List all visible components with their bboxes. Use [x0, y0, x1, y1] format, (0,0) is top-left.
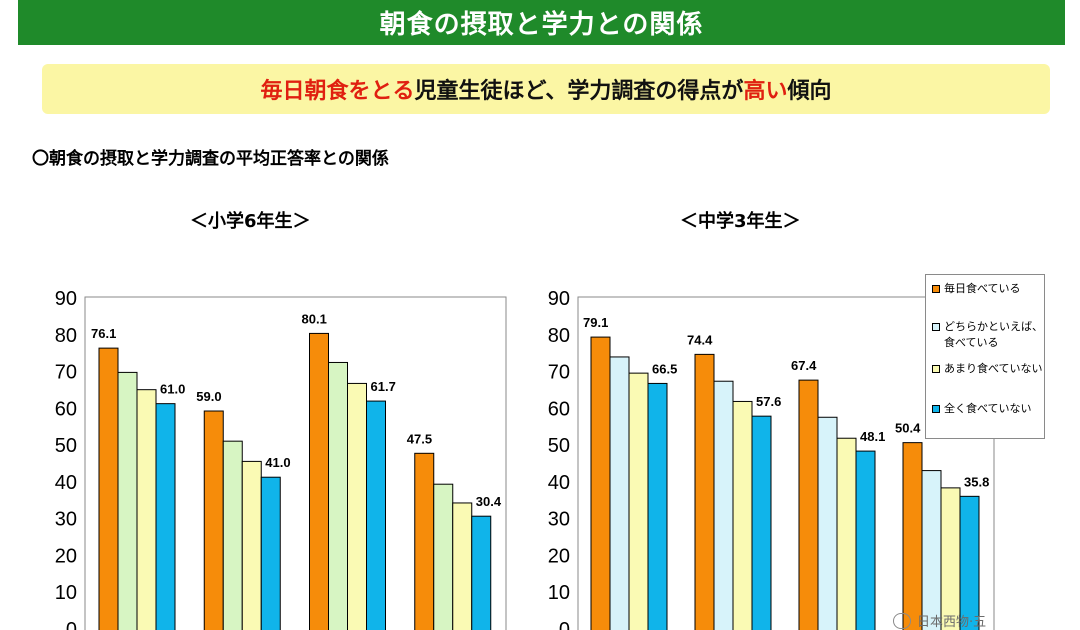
bar: [628, 372, 649, 630]
section-heading: 〇朝食の摂取と学力調査の平均正答率との関係: [32, 149, 389, 169]
banner-text-end: 傾向: [787, 79, 832, 104]
legend-swatch-never: [932, 405, 940, 413]
y-tick-label: 20: [55, 545, 77, 567]
data-label: 47.5: [407, 431, 432, 446]
y-tick-label: 40: [548, 472, 570, 494]
y-tick-label: 40: [55, 472, 77, 494]
y-tick-label: 80: [548, 325, 570, 347]
bar: [713, 380, 734, 630]
summary-banner: 毎日朝食をとる 児童生徒ほど、学力調査の得点が 高い 傾向: [42, 64, 1050, 114]
page-title: 朝食の摂取と学力との関係: [18, 0, 1065, 45]
y-tick-label: 60: [55, 398, 77, 420]
data-label: 41.0: [265, 455, 290, 470]
bar: [855, 450, 876, 630]
data-label: 76.1: [91, 326, 116, 341]
bar: [732, 400, 753, 630]
bar: [798, 379, 819, 630]
data-label: 35.8: [964, 474, 989, 489]
y-tick-label: 80: [55, 325, 77, 347]
chart-title-junior-high: ＜中学3年生＞: [680, 211, 801, 232]
bar: [959, 495, 980, 630]
y-tick-label: 70: [548, 362, 570, 384]
bar: [902, 442, 923, 630]
bar: [590, 336, 611, 630]
data-label: 67.4: [791, 358, 817, 373]
legend-swatch-mostly: [932, 323, 940, 331]
bar: [609, 356, 630, 630]
data-label: 61.0: [160, 382, 185, 397]
y-tick-label: 70: [55, 362, 77, 384]
data-label: 79.1: [583, 315, 608, 330]
bar: [366, 400, 386, 630]
legend-label-rarely: あまり食べていない: [944, 362, 1043, 375]
y-tick-label: 90: [55, 288, 77, 310]
bar: [940, 487, 961, 630]
y-tick-label: 10: [548, 582, 570, 604]
data-label: 57.6: [756, 394, 781, 409]
data-label: 61.7: [371, 379, 396, 394]
y-tick-label: 20: [548, 545, 570, 567]
y-tick-label: 50: [548, 435, 570, 457]
y-tick-label: 90: [548, 288, 570, 310]
banner-highlight-daily: 毎日朝食をとる: [260, 79, 415, 104]
data-label: 50.4: [895, 421, 921, 436]
legend-item-daily: 毎日食べている: [932, 281, 1046, 297]
y-tick-label: 10: [55, 582, 77, 604]
y-tick-label: 0: [559, 619, 570, 630]
banner-highlight-high: 高い: [743, 79, 788, 104]
data-label: 66.5: [652, 361, 677, 376]
chat-bubble-icon: [893, 612, 911, 629]
y-tick-label: 0: [66, 619, 77, 630]
bar: [260, 476, 281, 630]
legend-item-mostly: どちらかといえば、食べている: [932, 319, 1046, 351]
chart-title-elementary: ＜小学6年生＞: [190, 211, 311, 232]
legend-swatch-rarely: [932, 365, 940, 373]
watermark: 日本西物·五: [893, 611, 986, 630]
legend-label-mostly: どちらかといえば、食べている: [944, 320, 1043, 349]
data-label: 74.4: [687, 332, 713, 347]
data-label: 59.0: [196, 389, 221, 404]
bar: [836, 437, 857, 630]
bar: [694, 353, 715, 630]
bar: [155, 403, 176, 630]
bar: [751, 415, 772, 630]
legend-item-never: 全く食べていない: [932, 401, 1046, 417]
chart-legend: 毎日食べている どちらかといえば、食べている あまり食べていない 全く食べていな…: [925, 274, 1045, 439]
data-label: 48.1: [860, 429, 885, 444]
bar: [921, 470, 942, 630]
chart-elementary: 0 10 20 30 40 50 60 70 80 90 76.1 61.0 59.0 41.0 80.1 6…: [55, 288, 507, 630]
legend-label-never: 全く食べていない: [944, 402, 1032, 415]
bar: [647, 382, 668, 630]
legend-item-rarely: あまり食べていない: [932, 361, 1046, 377]
data-label: 80.1: [302, 311, 327, 326]
y-tick-label: 30: [55, 509, 77, 531]
bar: [817, 416, 838, 630]
banner-text: 児童生徒ほど、学力調査の得点が: [414, 79, 744, 104]
legend-swatch-daily: [932, 285, 940, 293]
bar: [471, 515, 492, 630]
watermark-text: 日本西物·五: [917, 615, 987, 630]
y-tick-label: 60: [548, 398, 570, 420]
data-label: 30.4: [476, 494, 502, 509]
y-tick-label: 30: [548, 509, 570, 531]
legend-label-daily: 毎日食べている: [944, 282, 1021, 295]
y-tick-label: 50: [55, 435, 77, 457]
